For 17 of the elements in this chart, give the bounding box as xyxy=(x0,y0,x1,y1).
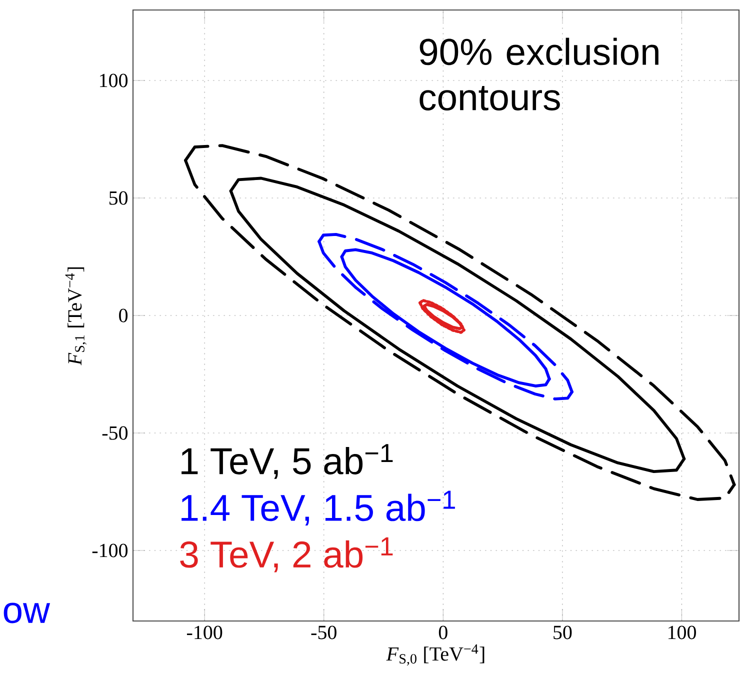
x-tick-label: 50 xyxy=(554,626,572,640)
x-tick-label: -100 xyxy=(186,626,222,640)
y-axis-title: F$_{S,1}$ [TeV$^{−4}$] xyxy=(65,267,86,366)
y-tick-label: 100 xyxy=(100,74,128,88)
x-tick-label: 0 xyxy=(438,626,448,640)
text: 1.4 TeV, 1.5 ab$^{−1}$ xyxy=(182,490,455,526)
text: 3 TeV, 2 ab$^{−1}$ xyxy=(180,537,393,572)
y-tick-label: 50 xyxy=(109,191,128,205)
x-tick-label: 100 xyxy=(668,626,696,640)
y-tick-label: -100 xyxy=(92,544,128,558)
annotation: 90% exclusion contours xyxy=(420,38,658,110)
text: ow xyxy=(4,602,50,624)
x-tick-label: -50 xyxy=(311,626,336,640)
x-axis-title: F$_{S,0}$ [TeV$^{−4}$] xyxy=(386,644,484,666)
text: 1 TeV, 5 ab$^{−1}$ xyxy=(182,444,393,479)
y-tick-label: -50 xyxy=(102,426,128,440)
y-tick-label: 0 xyxy=(119,308,128,322)
